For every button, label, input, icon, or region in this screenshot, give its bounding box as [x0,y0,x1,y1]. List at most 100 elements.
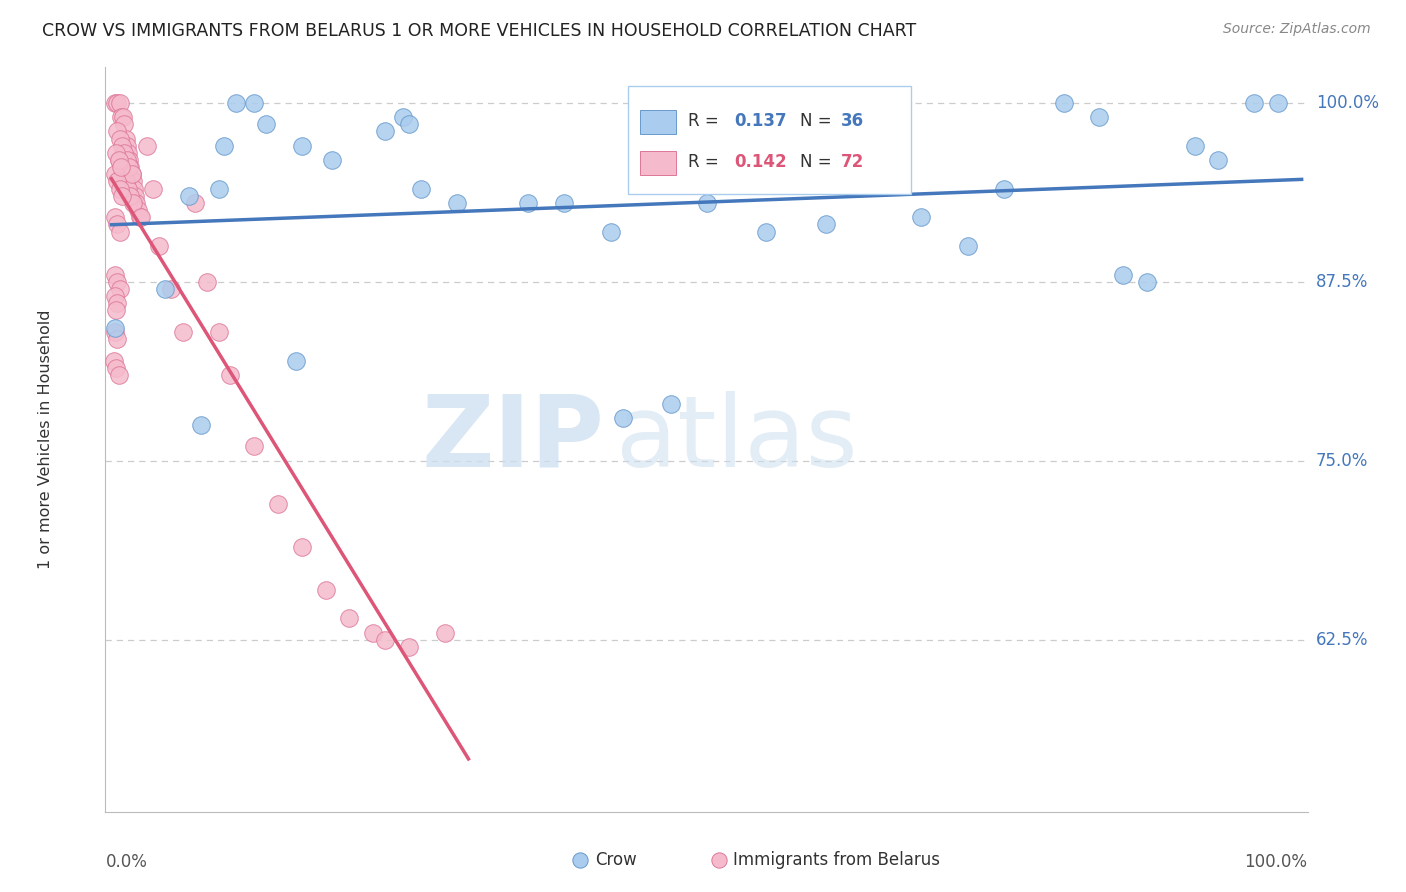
Point [1184,138,1206,153]
Point [108,95,131,110]
Point [195,275,218,289]
Point [114,131,136,145]
Point [160,282,183,296]
Point [129,211,152,225]
Point [121,196,143,211]
Text: 0.142: 0.142 [734,153,787,171]
Bar [640,151,676,175]
Point [105,145,128,160]
Point [103,353,125,368]
Point [114,174,136,188]
Point [104,320,127,334]
Point [107,153,129,167]
Point [433,625,456,640]
Point [321,153,343,167]
Point [243,95,266,110]
Point [110,110,132,124]
Point [957,239,980,253]
Point [105,95,128,110]
Point [392,110,415,124]
Text: 72: 72 [841,153,865,171]
Point [696,196,718,211]
Point [107,153,129,167]
Text: N =: N = [800,112,837,130]
Point [104,289,127,303]
Point [814,218,837,232]
Point [1267,95,1289,110]
Point [120,189,142,203]
Point [291,138,314,153]
Point [108,225,131,239]
Point [105,296,128,310]
Text: Immigrants from Belarus: Immigrants from Belarus [733,851,941,869]
Point [110,160,132,174]
Text: N =: N = [800,153,837,171]
Point [267,497,290,511]
Point [114,145,136,160]
Point [125,196,148,211]
Point [105,303,128,318]
Point [153,282,176,296]
Point [111,189,134,203]
Point [409,181,432,195]
FancyBboxPatch shape [628,86,911,194]
Point [600,225,623,239]
Point [118,160,141,174]
Text: 36: 36 [841,112,865,130]
Text: 0.137: 0.137 [734,112,787,130]
Point [398,117,420,131]
Point [374,124,396,138]
Text: Source: ZipAtlas.com: Source: ZipAtlas.com [1223,22,1371,37]
Point [142,181,165,195]
Point [127,203,149,218]
Point [111,138,134,153]
Text: R =: R = [689,153,724,171]
Bar [640,110,676,134]
Point [254,117,277,131]
Text: 75.0%: 75.0% [1316,451,1368,470]
Point [1088,110,1111,124]
Point [122,181,145,195]
Point [1112,268,1135,282]
Point [105,275,128,289]
Point [517,196,540,211]
Point [124,189,146,203]
Point [361,625,384,640]
Point [553,196,575,211]
Point [105,174,128,188]
Text: ZIP: ZIP [422,391,605,488]
Point [112,167,135,181]
Point [112,110,135,124]
Text: 1 or more Vehicles in Household: 1 or more Vehicles in Household [38,310,53,569]
Point [219,368,242,382]
Text: 62.5%: 62.5% [1316,631,1368,648]
Point [136,138,159,153]
Point [284,353,307,368]
Point [118,153,141,167]
Point [108,282,131,296]
Point [121,167,143,181]
Text: 100.0%: 100.0% [1316,94,1379,112]
Point [291,540,314,554]
Text: 87.5%: 87.5% [1316,273,1368,291]
Point [177,189,200,203]
Point [105,218,128,232]
Point [1136,275,1159,289]
Text: Crow: Crow [595,851,637,869]
Point [183,196,205,211]
Point [115,153,138,167]
Point [120,160,142,174]
Point [117,145,139,160]
Point [612,410,634,425]
Point [105,332,128,346]
Text: 100.0%: 100.0% [1244,853,1308,871]
Point [104,167,127,181]
Point [108,131,131,145]
Point [190,417,212,432]
Point [225,95,247,110]
Point [115,138,138,153]
Point [105,360,128,375]
Point [993,181,1015,195]
Point [108,181,131,195]
Text: 0.0%: 0.0% [105,853,148,871]
